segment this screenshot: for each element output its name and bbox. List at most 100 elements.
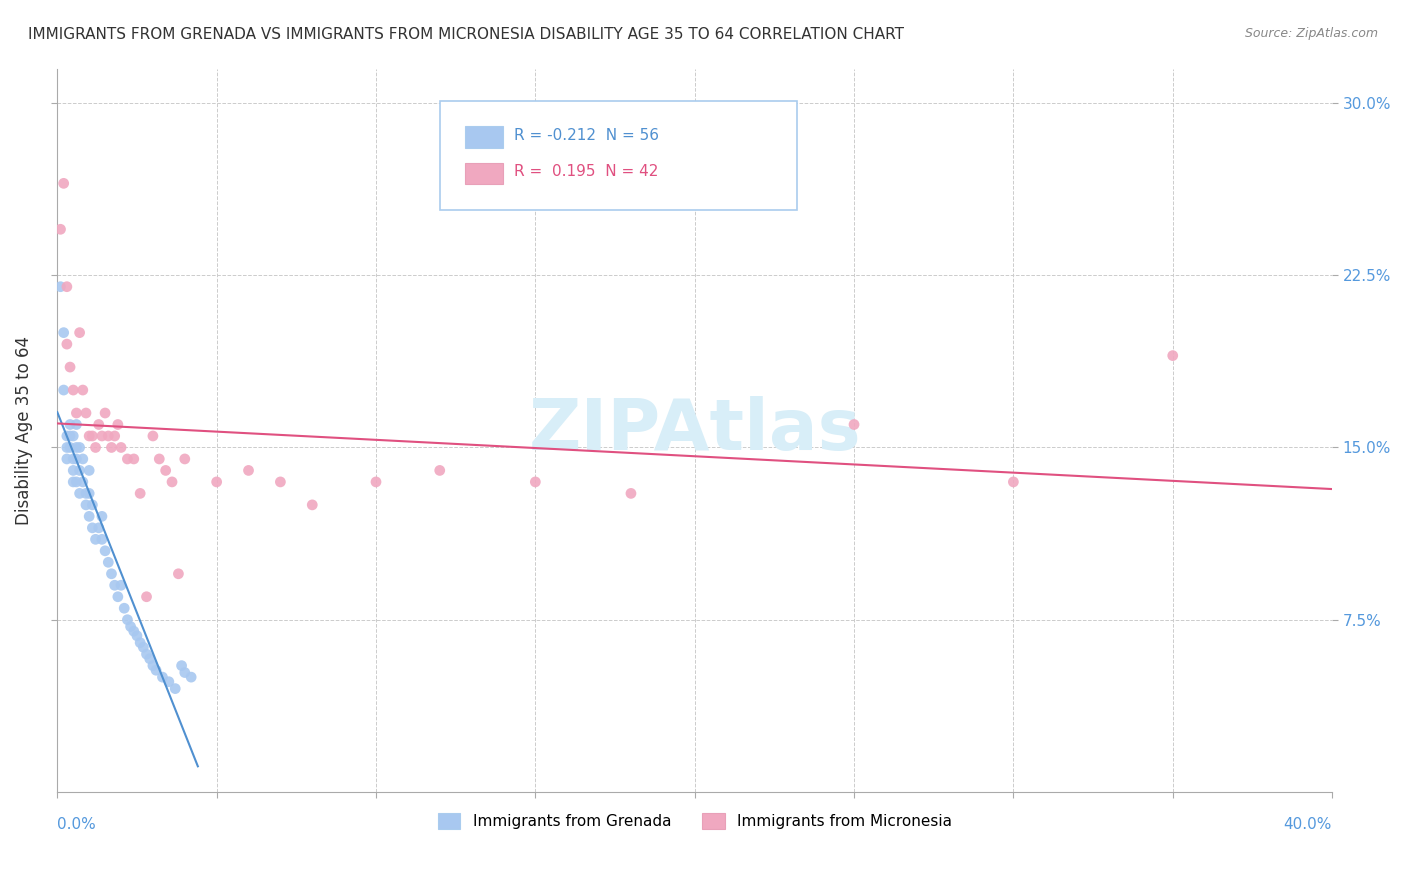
Point [100, 566, 122, 581]
Point [107, 590, 129, 604]
Point [77, 509, 100, 524]
Point [205, 475, 228, 489]
Point [69, 486, 91, 500]
Point [56, 452, 79, 467]
Legend: Immigrants from Grenada, Immigrants from Micronesia: Immigrants from Grenada, Immigrants from… [432, 806, 957, 835]
Point [84, 533, 107, 547]
Point [69, 463, 91, 477]
Point [145, 663, 167, 677]
FancyBboxPatch shape [440, 101, 797, 210]
Point [112, 601, 135, 615]
Point [429, 463, 451, 477]
Point [269, 475, 291, 489]
Point [104, 429, 127, 443]
Point [62, 383, 84, 397]
Point [1002, 475, 1025, 489]
Point [59, 417, 82, 432]
Point [173, 452, 195, 467]
Point [129, 486, 152, 500]
Text: R = -0.212  N = 56: R = -0.212 N = 56 [513, 128, 658, 144]
Text: 40.0%: 40.0% [1284, 817, 1331, 832]
Point [142, 658, 165, 673]
Point [77, 463, 100, 477]
Point [129, 635, 152, 649]
Point [62, 452, 84, 467]
Point [524, 475, 547, 489]
Point [110, 578, 132, 592]
Point [94, 544, 117, 558]
Point [87, 417, 110, 432]
Point [110, 441, 132, 455]
Point [122, 452, 145, 467]
Point [138, 652, 160, 666]
Bar [465, 127, 503, 148]
Point [65, 475, 87, 489]
Point [72, 475, 94, 489]
Point [142, 429, 165, 443]
Point [620, 486, 643, 500]
Point [122, 624, 145, 639]
Point [842, 417, 865, 432]
Point [107, 417, 129, 432]
Point [75, 498, 97, 512]
Point [49, 279, 72, 293]
Point [97, 555, 120, 569]
Y-axis label: Disability Age 35 to 64: Disability Age 35 to 64 [15, 335, 32, 524]
Point [77, 429, 100, 443]
Point [125, 629, 148, 643]
Point [77, 486, 100, 500]
Point [65, 406, 87, 420]
Bar [465, 162, 503, 185]
Point [59, 360, 82, 375]
Point [84, 441, 107, 455]
Point [97, 429, 120, 443]
Point [56, 441, 79, 455]
Point [173, 665, 195, 680]
Text: Source: ZipAtlas.com: Source: ZipAtlas.com [1244, 27, 1378, 40]
Point [56, 429, 79, 443]
Point [62, 475, 84, 489]
Point [90, 509, 112, 524]
Point [301, 498, 323, 512]
Point [87, 521, 110, 535]
Point [59, 429, 82, 443]
Point [165, 681, 187, 696]
Point [148, 452, 170, 467]
Point [90, 533, 112, 547]
Point [56, 337, 79, 351]
Point [69, 441, 91, 455]
Point [82, 498, 104, 512]
Point [75, 486, 97, 500]
Point [1161, 349, 1184, 363]
Point [82, 429, 104, 443]
Point [56, 279, 79, 293]
Point [82, 521, 104, 535]
Point [52, 326, 75, 340]
Text: R =  0.195  N = 42: R = 0.195 N = 42 [513, 164, 658, 179]
Point [75, 406, 97, 420]
Point [170, 658, 193, 673]
Point [100, 441, 122, 455]
Point [152, 670, 174, 684]
Point [180, 670, 202, 684]
Point [52, 177, 75, 191]
Text: ZIPAtlas: ZIPAtlas [529, 396, 860, 465]
Point [59, 441, 82, 455]
Point [238, 463, 260, 477]
Point [120, 619, 142, 633]
Point [167, 566, 190, 581]
Point [94, 406, 117, 420]
Point [65, 417, 87, 432]
Point [52, 383, 75, 397]
Point [132, 640, 155, 655]
Point [155, 463, 177, 477]
Point [62, 463, 84, 477]
Point [157, 674, 180, 689]
Point [160, 475, 183, 489]
Point [135, 590, 157, 604]
Point [104, 578, 127, 592]
Point [117, 613, 139, 627]
Point [135, 647, 157, 661]
Point [65, 452, 87, 467]
Point [117, 452, 139, 467]
